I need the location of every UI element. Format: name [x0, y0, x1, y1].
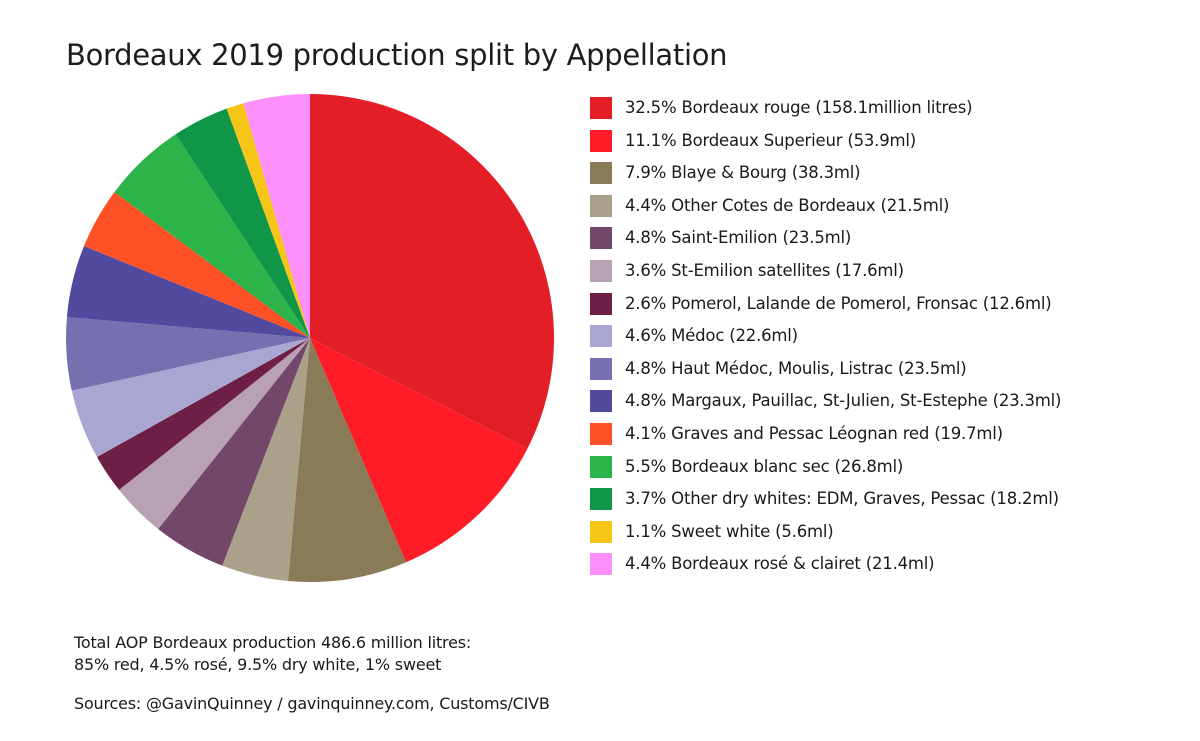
- legend-item: 1.1% Sweet white (5.6ml): [590, 520, 1061, 554]
- legend-item: 4.6% Médoc (22.6ml): [590, 325, 1061, 358]
- pie-slice: [310, 338, 528, 563]
- legend-label: 5.5% Bordeaux blanc sec (26.8ml): [625, 456, 904, 476]
- total-note-line1: Total AOP Bordeaux production 486.6 mill…: [74, 633, 472, 652]
- pie-slice: [175, 108, 310, 338]
- legend-item: 4.8% Margaux, Pauillac, St-Julien, St-Es…: [590, 390, 1061, 423]
- pie-slice: [310, 94, 554, 449]
- sources-note: Sources: @GavinQuinney / gavinquinney.co…: [74, 694, 550, 713]
- legend-swatch: [590, 488, 612, 511]
- legend-swatch: [590, 553, 612, 576]
- legend-label: 3.7% Other dry whites: EDM, Graves, Pess…: [625, 489, 1059, 509]
- legend-label: 4.6% Médoc (22.6ml): [625, 326, 798, 346]
- pie-slice: [119, 338, 311, 530]
- legend-item: 4.8% Saint-Emilion (23.5ml): [590, 227, 1061, 260]
- pie-slice: [287, 338, 406, 583]
- legend-swatch: [590, 129, 612, 152]
- legend-item: 4.8% Haut Médoc, Moulis, Listrac (23.5ml…: [590, 357, 1061, 391]
- legend-label: 11.1% Bordeaux Superieur (53.9ml): [625, 130, 917, 150]
- legend-swatch: [590, 97, 612, 119]
- legend-label: 4.4% Bordeaux rosé & clairet (21.4ml): [625, 554, 935, 574]
- total-note-line2: 85% red, 4.5% rosé, 9.5% dry white, 1% s…: [74, 655, 442, 674]
- pie-slice: [158, 338, 310, 566]
- chart-title: Bordeaux 2019 production split by Appell…: [66, 38, 728, 72]
- legend-swatch: [590, 292, 612, 315]
- pie-slice: [66, 245, 310, 338]
- legend-label: 3.6% St-Emilion satellites (17.6ml): [625, 260, 904, 280]
- pie-slice: [96, 338, 310, 490]
- pie-slice: [222, 338, 310, 582]
- legend-item: 4.1% Graves and Pessac Léognan red (19.7…: [590, 422, 1061, 456]
- pie-slice: [243, 94, 310, 338]
- pie-slice: [226, 103, 310, 338]
- legend-item: 32.5% Bordeaux rouge (158.1million litre…: [590, 97, 1061, 130]
- legend-swatch: [590, 390, 612, 413]
- legend-label: 4.8% Saint-Emilion (23.5ml): [625, 228, 852, 248]
- legend-item: 3.7% Other dry whites: EDM, Graves, Pess…: [590, 488, 1061, 521]
- legend-swatch: [590, 259, 612, 282]
- pie-chart: [65, 94, 554, 583]
- legend-item: 4.4% Bordeaux rosé & clairet (21.4ml): [590, 553, 1061, 586]
- legend-item: 2.6% Pomerol, Lalande de Pomerol, Fronsa…: [590, 292, 1061, 326]
- legend-swatch: [590, 357, 612, 380]
- legend-swatch: [590, 194, 612, 217]
- legend-swatch: [590, 227, 612, 250]
- legend-label: 7.9% Blaye & Bourg (38.3ml): [625, 163, 861, 183]
- legend-label: 4.1% Graves and Pessac Léognan red (19.7…: [625, 423, 1003, 443]
- legend: 32.5% Bordeaux rouge (158.1million litre…: [590, 97, 1061, 586]
- pie-slice: [84, 192, 311, 338]
- legend-swatch: [590, 325, 612, 348]
- pie-slice: [114, 134, 310, 338]
- legend-item: 5.5% Bordeaux blanc sec (26.8ml): [590, 455, 1061, 489]
- pie-slice: [71, 338, 310, 457]
- legend-swatch: [590, 422, 612, 445]
- legend-item: 4.4% Other Cotes de Bordeaux (21.5ml): [590, 194, 1061, 228]
- legend-swatch: [590, 455, 612, 478]
- legend-swatch: [590, 162, 612, 185]
- legend-label: 4.4% Other Cotes de Bordeaux (21.5ml): [625, 195, 950, 215]
- legend-label: 1.1% Sweet white (5.6ml): [625, 521, 834, 541]
- legend-item: 3.6% St-Emilion satellites (17.6ml): [590, 259, 1061, 293]
- legend-label: 4.8% Haut Médoc, Moulis, Listrac (23.5ml…: [625, 358, 967, 378]
- legend-swatch: [590, 520, 612, 543]
- legend-item: 11.1% Bordeaux Superieur (53.9ml): [590, 129, 1061, 163]
- legend-item: 7.9% Blaye & Bourg (38.3ml): [590, 162, 1061, 195]
- pie-slice: [65, 317, 310, 391]
- legend-label: 2.6% Pomerol, Lalande de Pomerol, Fronsa…: [625, 293, 1052, 313]
- legend-label: 4.8% Margaux, Pauillac, St-Julien, St-Es…: [625, 391, 1062, 411]
- legend-label: 32.5% Bordeaux rouge (158.1million litre…: [625, 98, 973, 117]
